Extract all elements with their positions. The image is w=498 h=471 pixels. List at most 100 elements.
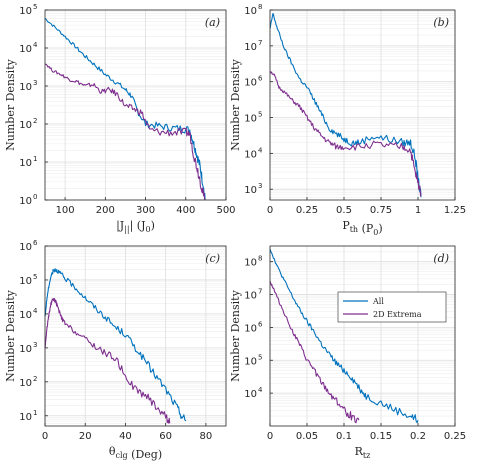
y-tick-label: 10 bbox=[244, 389, 257, 400]
panel-label: (a) bbox=[205, 16, 220, 29]
y-axis-label: Number Density bbox=[4, 58, 17, 150]
legend-box bbox=[337, 291, 447, 323]
x-tick-label: 60 bbox=[159, 431, 172, 442]
y-tick-label: 10 bbox=[19, 44, 32, 55]
x-tick-label: 1 bbox=[415, 205, 421, 216]
y-tick-label: 10 bbox=[244, 149, 257, 160]
y-axis-label: Number Density bbox=[229, 289, 242, 381]
x-tick-label: 0.25 bbox=[444, 431, 466, 442]
series-line-extrema bbox=[269, 280, 360, 424]
y-tick-exponent: 4 bbox=[33, 41, 38, 49]
series-line-all bbox=[44, 18, 206, 201]
y-tick-label: 10 bbox=[244, 356, 257, 367]
x-tick-label: 40 bbox=[119, 431, 132, 442]
y-tick-label: 10 bbox=[19, 120, 32, 131]
x-tick-label: 400 bbox=[176, 205, 195, 216]
panel-label: (d) bbox=[433, 252, 449, 265]
x-tick-label: 0.15 bbox=[370, 431, 392, 442]
y-tick-exponent: 4 bbox=[33, 307, 38, 315]
y-tick-exponent: 3 bbox=[33, 341, 37, 349]
x-tick-label: 200 bbox=[96, 205, 115, 216]
x-tick-label: 20 bbox=[79, 431, 92, 442]
x-tick-label: 0 bbox=[267, 431, 273, 442]
y-tick-label: 10 bbox=[19, 276, 32, 287]
series-line-extrema bbox=[44, 297, 171, 424]
x-tick-label: 500 bbox=[216, 205, 235, 216]
y-axis-label: Number Density bbox=[229, 58, 242, 150]
y-tick-label: 10 bbox=[244, 291, 257, 302]
y-tick-exponent: 5 bbox=[258, 353, 262, 361]
y-tick-label: 10 bbox=[244, 78, 257, 89]
series-line-extrema bbox=[269, 70, 422, 197]
y-tick-exponent: 5 bbox=[33, 3, 37, 11]
y-tick-exponent: 7 bbox=[258, 39, 262, 47]
legend-label-all: All bbox=[372, 297, 384, 306]
x-axis-label: Rtz bbox=[355, 445, 371, 460]
y-tick-exponent: 3 bbox=[33, 79, 37, 87]
panel-label: (c) bbox=[205, 252, 220, 265]
x-tick-label: 0.05 bbox=[296, 431, 318, 442]
legend: All 2D Extrema bbox=[337, 291, 447, 323]
x-tick-label: 0.5 bbox=[336, 205, 352, 216]
y-tick-exponent: 6 bbox=[33, 239, 38, 247]
y-tick-exponent: 7 bbox=[258, 288, 262, 296]
y-tick-exponent: 0 bbox=[33, 193, 37, 201]
x-tick-label: 1.25 bbox=[444, 205, 466, 216]
y-tick-exponent: 8 bbox=[258, 3, 262, 11]
x-tick-label: 0.75 bbox=[370, 205, 392, 216]
x-tick-label: 0.1 bbox=[336, 431, 352, 442]
x-tick-label: 0 bbox=[267, 205, 273, 216]
x-tick-label: 0.25 bbox=[296, 205, 318, 216]
y-tick-label: 10 bbox=[244, 6, 257, 17]
y-tick-exponent: 3 bbox=[258, 182, 262, 190]
y-tick-label: 10 bbox=[19, 412, 32, 423]
y-tick-label: 10 bbox=[244, 185, 257, 196]
axes-box bbox=[269, 9, 456, 201]
series-line-all bbox=[269, 12, 422, 198]
y-axis-label: Number Density bbox=[4, 289, 17, 381]
y-tick-label: 10 bbox=[19, 378, 32, 389]
y-tick-exponent: 6 bbox=[258, 320, 263, 328]
y-tick-label: 10 bbox=[19, 310, 32, 321]
series-line-all bbox=[269, 248, 419, 424]
legend-label-extrema: 2D Extrema bbox=[373, 310, 422, 319]
y-tick-exponent: 1 bbox=[33, 409, 37, 417]
panel-label: (b) bbox=[433, 16, 449, 29]
y-tick-exponent: 8 bbox=[258, 255, 262, 263]
axes-box bbox=[44, 9, 227, 201]
y-tick-exponent: 2 bbox=[33, 375, 37, 383]
x-tick-label: 80 bbox=[200, 431, 213, 442]
y-tick-label: 10 bbox=[19, 82, 32, 93]
y-tick-exponent: 6 bbox=[258, 75, 263, 83]
x-tick-label: 0.2 bbox=[410, 431, 426, 442]
axes-box bbox=[44, 245, 227, 427]
x-tick-label: 0 bbox=[42, 431, 48, 442]
y-tick-exponent: 1 bbox=[33, 155, 37, 163]
y-tick-exponent: 5 bbox=[258, 111, 262, 119]
x-axis-label: θclg (Deg) bbox=[109, 445, 162, 461]
x-axis-label: Pth (P0) bbox=[342, 219, 382, 237]
axes-box bbox=[269, 245, 456, 427]
y-tick-exponent: 5 bbox=[33, 273, 37, 281]
y-tick-label: 10 bbox=[19, 242, 32, 253]
y-tick-label: 10 bbox=[244, 114, 257, 125]
x-tick-label: 100 bbox=[56, 205, 75, 216]
y-tick-label: 10 bbox=[19, 6, 32, 17]
x-axis-label: |J||| (J0) bbox=[116, 219, 155, 234]
y-tick-label: 10 bbox=[19, 196, 32, 207]
series-line-all bbox=[44, 268, 187, 422]
y-tick-label: 10 bbox=[19, 158, 32, 169]
series-line-extrema bbox=[44, 63, 206, 201]
y-tick-label: 10 bbox=[244, 42, 257, 53]
y-tick-label: 10 bbox=[244, 258, 257, 269]
x-tick-label: 300 bbox=[136, 205, 155, 216]
y-tick-label: 10 bbox=[244, 323, 257, 334]
y-tick-exponent: 4 bbox=[258, 386, 263, 394]
y-tick-label: 10 bbox=[19, 344, 32, 355]
y-tick-exponent: 2 bbox=[33, 117, 37, 125]
